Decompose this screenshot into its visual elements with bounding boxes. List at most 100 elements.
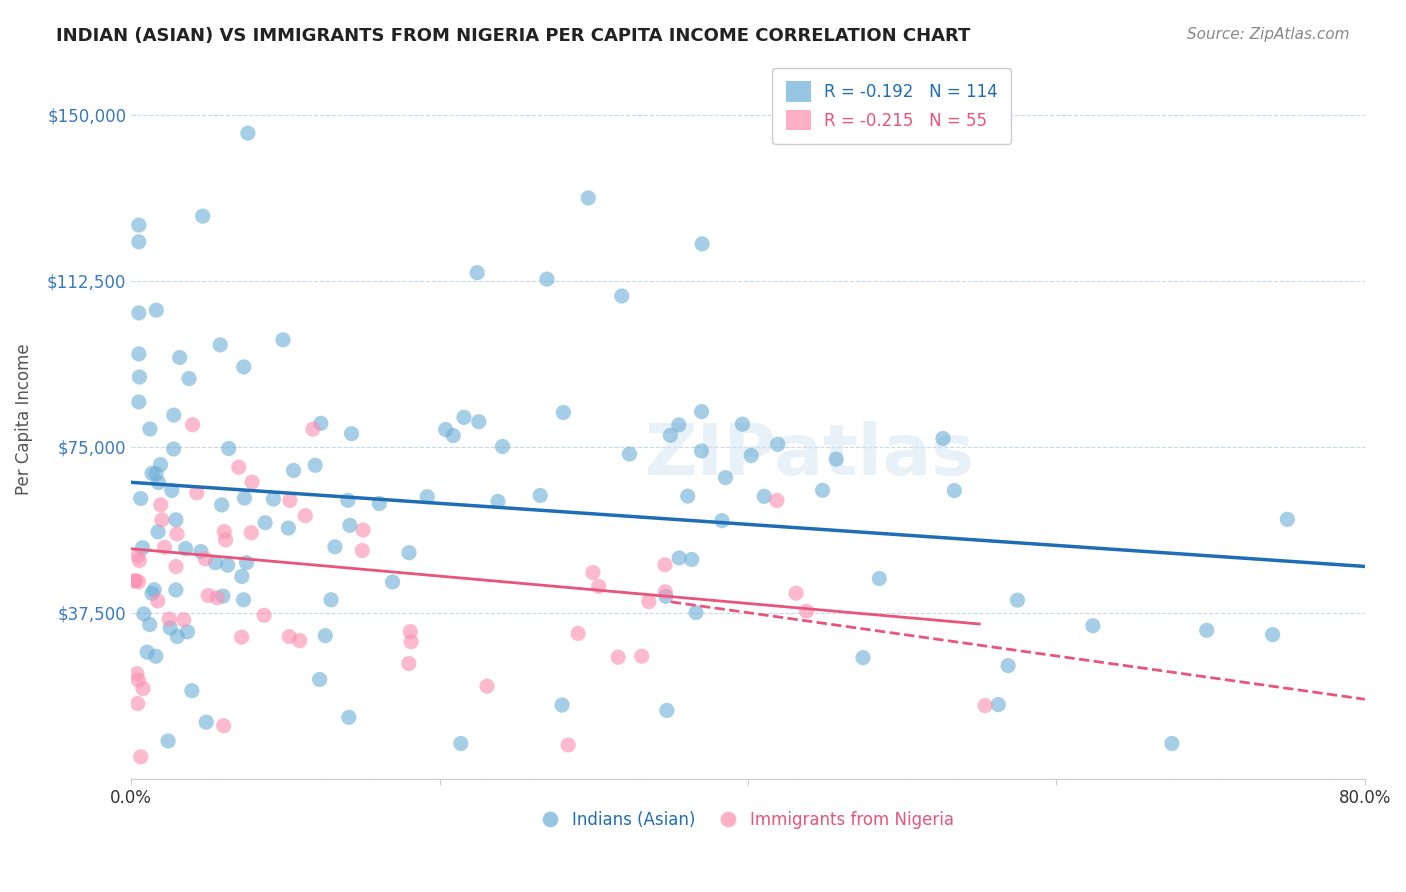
Point xyxy=(240,475,263,489)
Point xyxy=(309,417,332,431)
Point xyxy=(132,681,155,696)
Point xyxy=(180,683,202,698)
Point xyxy=(146,594,169,608)
Point xyxy=(166,527,188,541)
Point xyxy=(205,591,228,605)
Text: INDIAN (ASIAN) VS IMMIGRANTS FROM NIGERIA PER CAPITA INCOME CORRELATION CHART: INDIAN (ASIAN) VS IMMIGRANTS FROM NIGERI… xyxy=(56,27,970,45)
Point xyxy=(145,649,167,664)
Point xyxy=(659,428,682,442)
Point xyxy=(1277,512,1299,526)
Point xyxy=(277,521,299,535)
Point xyxy=(690,404,713,418)
Point xyxy=(235,556,257,570)
Point xyxy=(1195,624,1218,638)
Point xyxy=(475,679,498,693)
Legend: Indians (Asian), Immigrants from Nigeria: Indians (Asian), Immigrants from Nigeria xyxy=(536,804,960,835)
Point xyxy=(453,410,475,425)
Point xyxy=(681,552,703,566)
Point xyxy=(122,574,145,588)
Point xyxy=(209,338,232,352)
Point xyxy=(450,737,472,751)
Text: ZIPatlas: ZIPatlas xyxy=(644,421,974,490)
Point xyxy=(868,572,890,586)
Point xyxy=(149,498,172,512)
Point xyxy=(1081,618,1104,632)
Point xyxy=(128,673,150,688)
Point xyxy=(987,698,1010,712)
Point xyxy=(302,422,325,436)
Point xyxy=(690,236,713,251)
Point xyxy=(491,440,513,454)
Point xyxy=(288,633,311,648)
Point xyxy=(217,558,239,573)
Point xyxy=(157,734,180,748)
Point xyxy=(576,191,599,205)
Point xyxy=(181,417,204,432)
Point xyxy=(731,417,754,431)
Point xyxy=(136,645,159,659)
Point xyxy=(190,544,212,558)
Point xyxy=(323,540,346,554)
Point xyxy=(340,426,363,441)
Point xyxy=(943,483,966,498)
Point xyxy=(232,592,254,607)
Point xyxy=(811,483,834,498)
Point xyxy=(278,493,301,508)
Point xyxy=(150,513,173,527)
Point xyxy=(186,486,208,500)
Point xyxy=(212,524,235,539)
Point xyxy=(236,126,259,140)
Point xyxy=(231,630,253,644)
Point xyxy=(165,559,187,574)
Point xyxy=(212,719,235,733)
Point xyxy=(785,586,807,600)
Point xyxy=(654,585,676,599)
Point xyxy=(278,630,301,644)
Point xyxy=(159,621,181,635)
Point xyxy=(710,514,733,528)
Point xyxy=(177,371,200,385)
Point xyxy=(262,491,284,506)
Point xyxy=(337,710,360,724)
Point xyxy=(655,703,678,717)
Point xyxy=(398,657,420,671)
Point xyxy=(766,493,789,508)
Point xyxy=(825,452,848,467)
Point xyxy=(399,624,422,639)
Point xyxy=(339,518,361,533)
Point xyxy=(173,613,195,627)
Point xyxy=(1007,593,1029,607)
Point xyxy=(128,235,150,249)
Point xyxy=(165,513,187,527)
Point xyxy=(228,460,250,475)
Point xyxy=(685,606,707,620)
Point xyxy=(233,491,256,505)
Point xyxy=(128,218,150,232)
Point xyxy=(195,715,218,730)
Point xyxy=(630,649,652,664)
Point xyxy=(232,359,254,374)
Point xyxy=(271,333,294,347)
Point xyxy=(399,634,422,648)
Point xyxy=(212,589,235,603)
Point xyxy=(160,483,183,498)
Point xyxy=(294,508,316,523)
Point xyxy=(381,574,404,589)
Point xyxy=(283,463,305,477)
Point xyxy=(352,543,374,558)
Point xyxy=(714,470,737,484)
Point xyxy=(434,423,457,437)
Point xyxy=(132,607,155,621)
Point xyxy=(536,272,558,286)
Point xyxy=(553,405,575,419)
Point xyxy=(153,540,176,554)
Point xyxy=(932,432,955,446)
Point xyxy=(169,351,191,365)
Point xyxy=(141,586,163,600)
Point xyxy=(131,541,153,555)
Point xyxy=(194,551,217,566)
Point xyxy=(128,574,150,589)
Point xyxy=(319,592,342,607)
Point xyxy=(852,650,875,665)
Y-axis label: Per Capita Income: Per Capita Income xyxy=(15,343,32,495)
